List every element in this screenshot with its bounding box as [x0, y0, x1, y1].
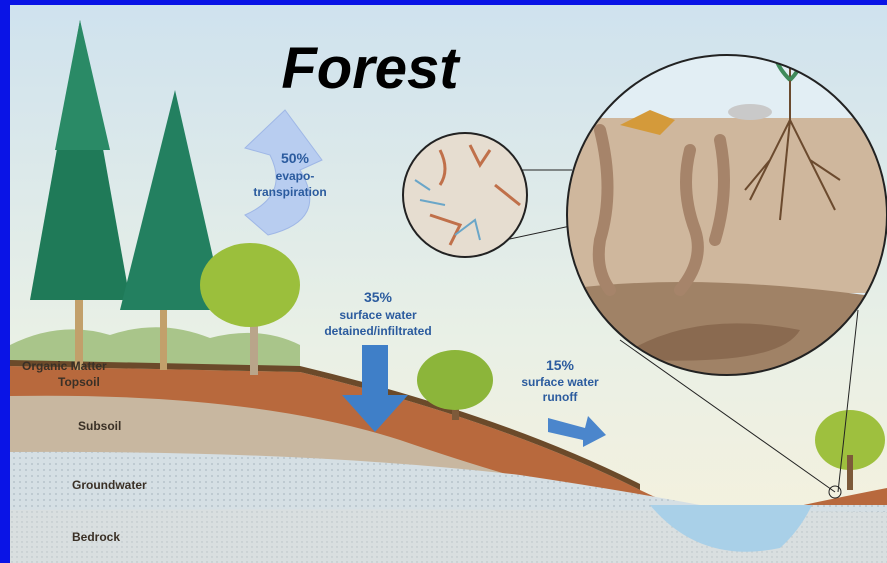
- forest-diagram: Forest 50% evapo- transpiration 35% surf…: [0, 0, 887, 563]
- flow-percent: 50%: [281, 150, 310, 166]
- flow-percent: 35%: [364, 289, 393, 305]
- flow-label: detained/infiltrated: [324, 324, 431, 338]
- flow-label: surface water: [339, 308, 417, 322]
- layer-label: Topsoil: [58, 375, 100, 389]
- flow-label: runoff: [543, 390, 579, 404]
- title: Forest: [281, 36, 461, 101]
- flow-label: evapo-: [276, 169, 315, 183]
- layer-label: Groundwater: [72, 478, 147, 492]
- page: Forest 50% evapo- transpiration 35% surf…: [0, 0, 887, 563]
- flow-label: transpiration: [253, 185, 326, 199]
- flow-percent: 15%: [546, 357, 575, 373]
- layer-label: Organic Matter: [22, 359, 107, 373]
- flow-label: surface water: [521, 375, 599, 389]
- layer-label: Subsoil: [78, 419, 121, 433]
- layer-label: Bedrock: [72, 530, 120, 544]
